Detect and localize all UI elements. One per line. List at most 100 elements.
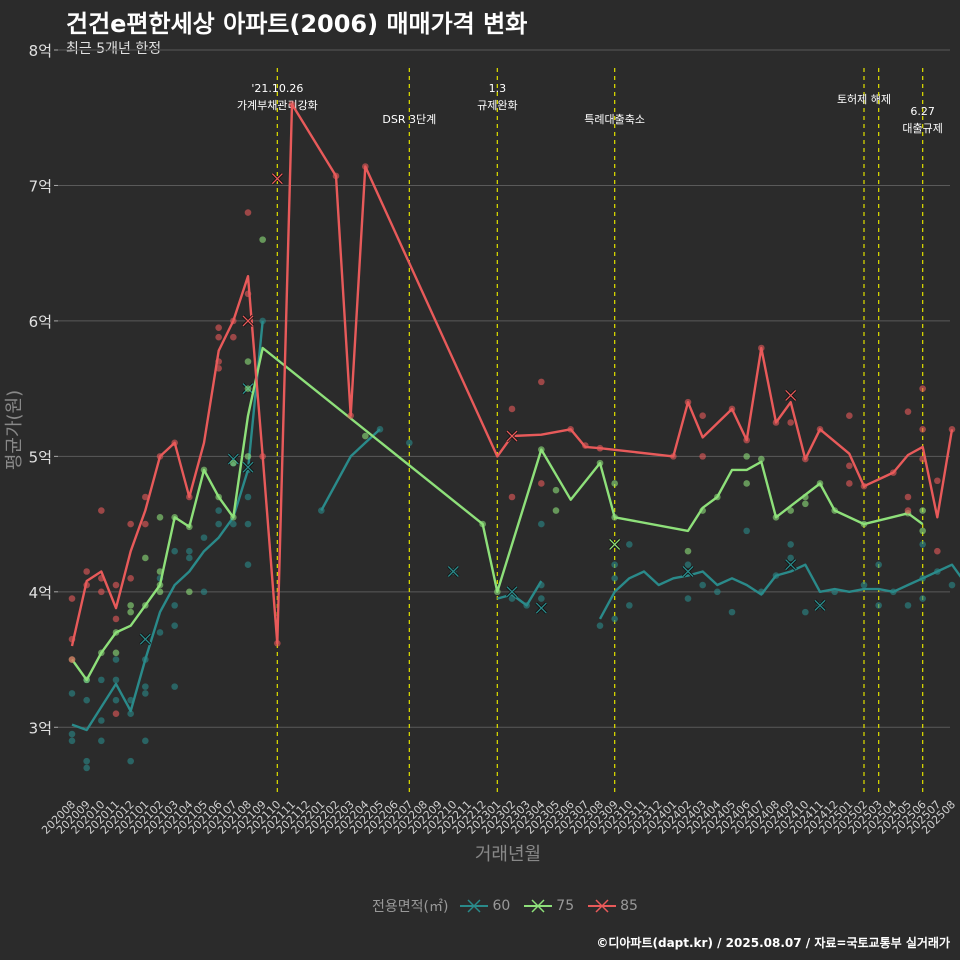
data-point (846, 412, 853, 420)
cross-marker (271, 173, 283, 185)
series-line (598, 563, 960, 620)
data-point (215, 333, 222, 341)
data-point (714, 588, 721, 596)
data-point (112, 649, 120, 657)
data-point (846, 480, 853, 487)
data-point (98, 507, 105, 514)
data-point (758, 455, 765, 463)
event-label: 가계부채관리강화 (237, 99, 318, 112)
data-point (919, 541, 926, 548)
data-point (244, 453, 252, 460)
legend-title: 전용면적(㎡) (372, 899, 449, 915)
data-point (919, 385, 926, 392)
data-point (186, 547, 193, 555)
cross-marker (506, 430, 518, 442)
data-point (244, 493, 252, 501)
series-line (320, 428, 381, 512)
data-point (171, 683, 178, 690)
data-point (142, 690, 149, 697)
event-label: 토허제 해제 (837, 92, 891, 106)
data-point (127, 574, 134, 582)
data-point (904, 602, 912, 609)
data-point (538, 520, 545, 528)
data-point (743, 527, 750, 535)
data-point (112, 710, 120, 718)
data-point (611, 480, 618, 487)
series-75 (68, 236, 926, 684)
x-axis: 2020082020092020102020112020122021012021… (39, 798, 958, 837)
data-point (127, 520, 134, 528)
data-point (802, 608, 809, 616)
legend-label-75: 75 (556, 898, 575, 914)
data-point (919, 425, 926, 433)
y-axis-label: 평균가(원) (4, 390, 25, 470)
chart-title: 건건e편한세상 아파트(2006) 매매가격 변화 (66, 10, 528, 38)
cross-marker (227, 453, 239, 465)
event-label: 1.3 (489, 82, 507, 95)
legend-key-85 (588, 899, 617, 913)
data-point (156, 514, 164, 521)
data-point (127, 602, 134, 609)
cross-marker (814, 599, 826, 611)
data-point (83, 757, 90, 765)
event-label: 특례대출축소 (584, 113, 645, 126)
data-point (684, 595, 692, 602)
data-point (787, 507, 794, 514)
cross-marker (242, 461, 254, 473)
data-point (98, 737, 105, 745)
data-point (98, 676, 105, 684)
y-axis: 3억 4억 5억 6억 7억 8억 (29, 42, 58, 737)
series-layer (68, 100, 960, 772)
data-point (127, 608, 134, 616)
data-point (508, 493, 516, 501)
series-line (71, 320, 264, 732)
event-label: 규제완화 (477, 99, 517, 112)
legend-key-75 (524, 899, 553, 913)
data-point (142, 520, 149, 528)
data-point (215, 520, 222, 528)
data-point (626, 602, 633, 609)
data-point (68, 595, 76, 602)
series-line (71, 346, 924, 682)
data-point (259, 236, 266, 243)
data-point (230, 333, 237, 341)
y-tick-label: 5억 (29, 448, 52, 466)
data-point (406, 439, 413, 447)
cross-marker (139, 633, 151, 645)
data-point (171, 547, 178, 555)
data-point (68, 737, 76, 745)
event-label: 6.27 (910, 105, 935, 118)
data-point (904, 408, 912, 415)
event-label: 대출규제 (902, 122, 942, 135)
data-point (919, 595, 926, 602)
data-point (904, 507, 912, 514)
data-point (538, 378, 545, 386)
data-point (83, 696, 90, 704)
event-label: DSR 3단계 (382, 113, 436, 126)
data-point (934, 477, 941, 485)
y-tick-label: 4억 (29, 584, 52, 602)
cross-marker (785, 559, 797, 571)
data-point (200, 534, 208, 541)
data-point (538, 595, 545, 602)
legend-key-60 (460, 899, 489, 913)
data-point (904, 493, 912, 501)
data-point (244, 358, 252, 365)
data-point (934, 547, 941, 555)
data-point (552, 486, 560, 494)
data-point (948, 581, 956, 589)
cross-marker (535, 602, 547, 614)
data-point (860, 581, 868, 589)
cross-marker (682, 566, 694, 577)
data-point (508, 405, 516, 413)
data-point (186, 588, 193, 596)
data-point (743, 453, 750, 460)
x-axis-label: 거래년월 (475, 844, 541, 865)
data-point (171, 622, 178, 629)
series-60 (68, 317, 960, 772)
cross-marker (242, 315, 254, 327)
legend-item-85: 85 (588, 898, 646, 914)
data-point (127, 757, 134, 765)
